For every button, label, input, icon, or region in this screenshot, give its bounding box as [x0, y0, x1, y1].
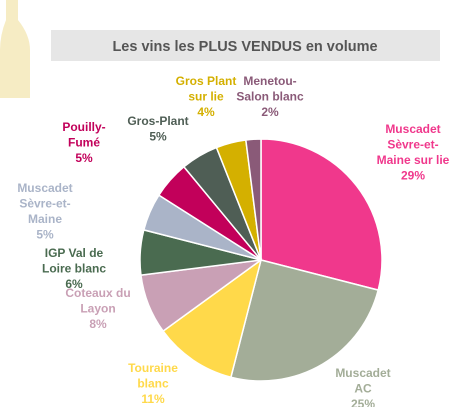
slice-label-line: Coteaux du [65, 286, 130, 300]
slice-label-line: Muscadet [385, 122, 440, 136]
slice-label-line: Gros-Plant [127, 114, 188, 128]
slice-value-label: 29% [401, 169, 425, 183]
slice-label-line: Gros Plant [176, 74, 237, 88]
slice-label: Pouilly- Fumé 5% [62, 120, 105, 165]
slice-label-line: Maine [28, 212, 62, 226]
slice-label-line: sur lie [188, 90, 224, 104]
pie-slice [229, 259, 380, 382]
pie-slice [162, 258, 263, 379]
pie-slice [260, 138, 383, 292]
slice-label-line: IGP Val de [45, 246, 104, 260]
slice-label-line: Muscadet [17, 181, 72, 195]
slice-label: Gros-Plant 5% [127, 114, 188, 144]
slice-label-line: blanc [137, 377, 169, 391]
slice-value-label: 6% [65, 277, 83, 291]
slice-label: Gros Plant sur lie 4% [176, 74, 237, 119]
slice-value-label: 11% [141, 392, 165, 406]
slice-label-line: Sèvre-et- [387, 138, 438, 152]
slice-value-label: 2% [261, 105, 279, 119]
slice-value-label: 8% [89, 317, 107, 331]
slice-label: IGP Val de Loire blanc 6% [42, 246, 106, 291]
slice-label-line: Sèvre-et- [19, 197, 70, 211]
slice-value-label: 25% [351, 397, 375, 407]
slice-label-line: Muscadet [335, 366, 390, 380]
slice-label: Menetou- Salon blanc 2% [236, 74, 304, 119]
title-box [51, 30, 440, 61]
slice-label-line: Loire blanc [42, 262, 106, 276]
slice-label-line: Menetou- [243, 74, 296, 88]
slice-label: Coteaux du Layon 8% [65, 286, 130, 331]
slice-value-label: 5% [75, 151, 93, 165]
slice-label-line: Touraine [128, 361, 178, 375]
slice-label: Muscadet Sèvre-et-Maine 5% [17, 181, 72, 242]
slice-label-line: Maine sur lie [377, 153, 450, 167]
bottle-icon [0, 0, 30, 98]
slice-value-label: 5% [36, 228, 54, 242]
slice-value-label: 5% [149, 130, 167, 144]
slice-value-label: 4% [197, 105, 215, 119]
slice-label-line: Layon [80, 302, 115, 316]
slice-label: Muscadet Sèvre-et-Maine sur lie 29% [377, 122, 450, 183]
slice-label-line: Pouilly- [62, 120, 105, 134]
pie-slice [244, 138, 262, 261]
slice-label-line: Salon blanc [236, 90, 304, 104]
chart-title: Les vins les PLUS VENDUS en volume [112, 39, 377, 55]
slice-label-line: Fumé [68, 136, 100, 150]
slice-label: Muscadet AC 25% [335, 366, 390, 407]
slice-label: Touraine blanc 11% [128, 361, 178, 406]
slice-label-line: AC [354, 382, 372, 396]
